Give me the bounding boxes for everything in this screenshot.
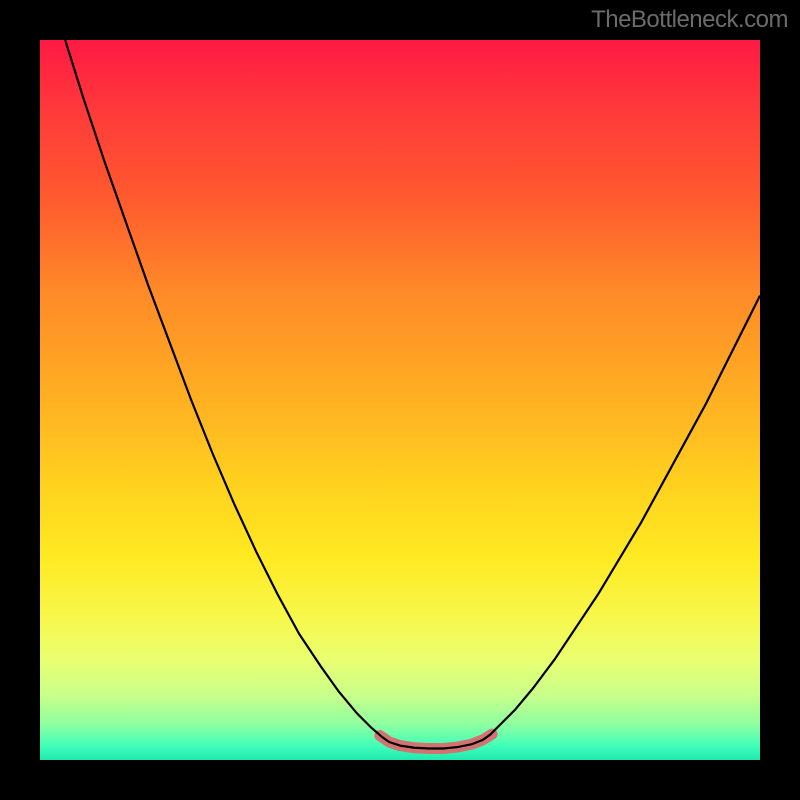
plot-area bbox=[40, 40, 760, 760]
chart-frame: TheBottleneck.com bbox=[0, 0, 800, 800]
flat-segment-highlight bbox=[380, 734, 492, 748]
curve-layer bbox=[40, 40, 760, 760]
bottleneck-curve bbox=[65, 40, 760, 748]
watermark-text: TheBottleneck.com bbox=[591, 6, 788, 34]
